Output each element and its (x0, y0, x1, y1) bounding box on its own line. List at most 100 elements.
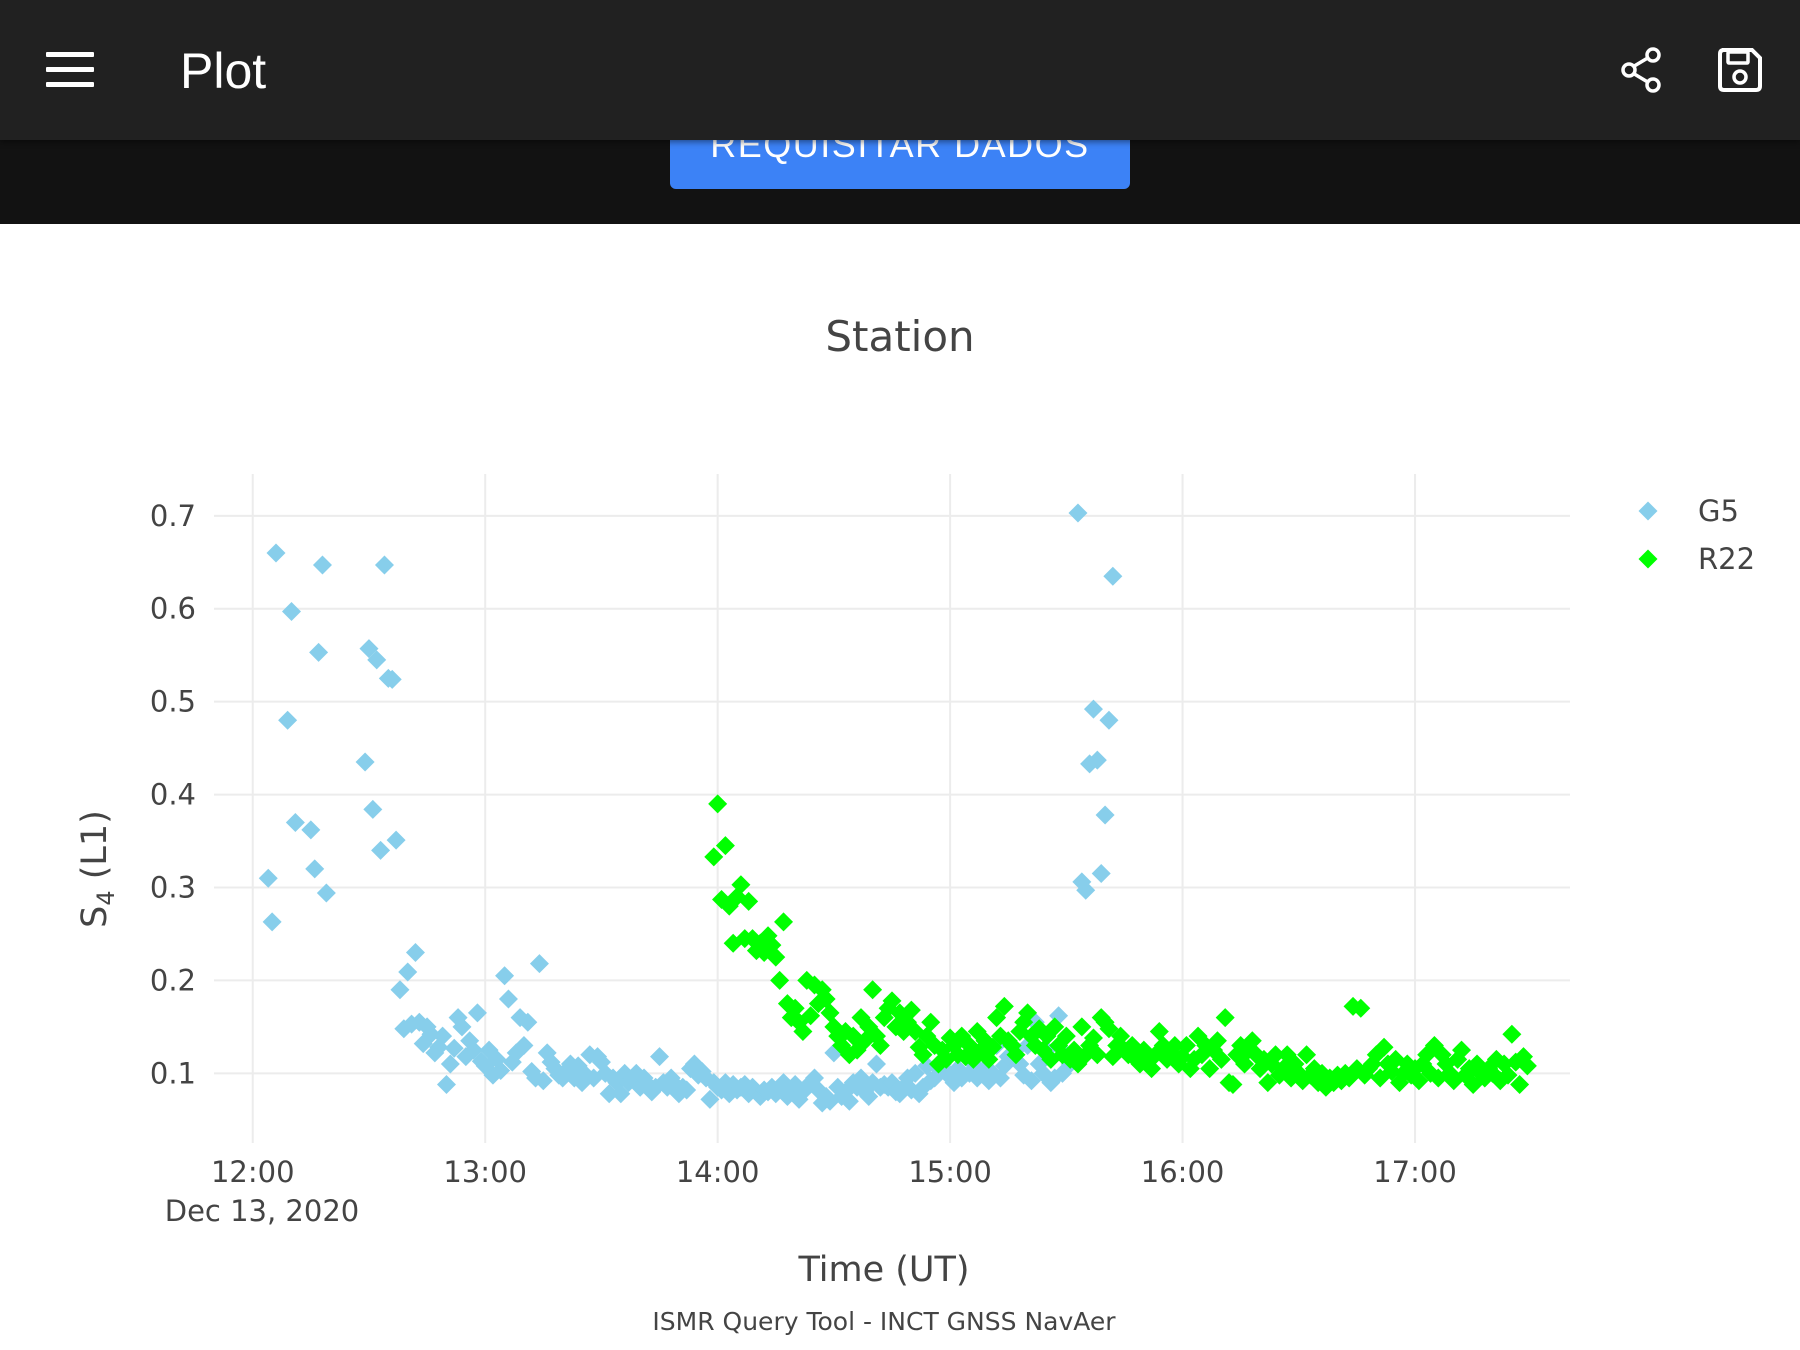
data-point (1351, 998, 1371, 1018)
data-point (1006, 1045, 1026, 1065)
floppy-disk-icon[interactable] (1716, 46, 1764, 94)
data-point (1095, 805, 1115, 825)
y-tick-label: 0.1 (150, 1056, 196, 1090)
data-point (305, 859, 325, 879)
data-point (859, 1087, 879, 1107)
data-point (390, 980, 410, 1000)
data-point (925, 1068, 945, 1088)
y-tick-label: 0.6 (150, 592, 196, 626)
data-point (1242, 1031, 1262, 1051)
data-point (770, 970, 790, 990)
data-point (529, 954, 549, 974)
data-point (444, 1038, 464, 1058)
data-point (928, 1054, 948, 1074)
data-point (1018, 1003, 1038, 1023)
data-point (1374, 1037, 1394, 1057)
data-point (1362, 1054, 1382, 1074)
data-point (785, 998, 805, 1018)
data-point (371, 840, 391, 860)
legend-label: R22 (1698, 542, 1755, 576)
data-point (708, 794, 728, 814)
data-point (460, 1031, 480, 1051)
data-point (863, 980, 883, 1000)
data-point (820, 1003, 840, 1023)
data-point (417, 1017, 437, 1037)
data-point (847, 1040, 867, 1060)
data-point (386, 830, 406, 850)
data-point (650, 1047, 670, 1067)
y-tick-label: 0.3 (150, 870, 196, 904)
x-tick-label: 13:00 (443, 1155, 527, 1189)
legend-marker (1638, 501, 1658, 521)
data-point (1099, 710, 1119, 730)
data-point (948, 1059, 968, 1079)
data-point (413, 1034, 433, 1054)
data-point (913, 1045, 933, 1065)
data-point (739, 891, 759, 911)
y-gridlines (214, 514, 1570, 1075)
data-point (258, 868, 278, 888)
data-point (514, 1035, 534, 1055)
app-bar: Plot (0, 0, 1800, 140)
data-point (901, 1000, 921, 1020)
data-point (1339, 1068, 1359, 1088)
legend-label: G5 (1698, 494, 1739, 528)
data-point (367, 650, 387, 670)
data-point (859, 1017, 879, 1037)
data-point (359, 639, 379, 659)
data-point (405, 943, 425, 963)
data-point (824, 1017, 844, 1037)
data-point (467, 1003, 487, 1023)
y-axis-title-rest: (L1) (75, 810, 115, 890)
data-point (498, 989, 518, 1009)
data-point (363, 799, 383, 819)
data-point (1200, 1059, 1220, 1079)
y-axis-title: S4 (L1) (75, 810, 120, 928)
data-point (1277, 1045, 1297, 1065)
data-point (1099, 1019, 1119, 1039)
data-point (921, 1012, 941, 1032)
data-point (1091, 864, 1111, 884)
legend-item-g5[interactable]: G5 (1638, 494, 1739, 528)
data-point (1068, 503, 1088, 523)
query-toolbar: REQUISITAR DADOS (0, 140, 1800, 224)
data-point (316, 883, 336, 903)
data-point (1211, 1049, 1231, 1069)
data-point (1304, 1059, 1324, 1079)
request-data-button[interactable]: REQUISITAR DADOS (670, 140, 1130, 189)
data-point (677, 1080, 697, 1100)
legend-item-r22[interactable]: R22 (1638, 542, 1756, 576)
y-axis-title-main: S (75, 906, 115, 928)
data-point (1510, 1074, 1530, 1094)
series-g5 (258, 503, 1123, 1113)
data-point (704, 847, 724, 867)
data-point (1475, 1068, 1495, 1088)
data-point (553, 1068, 573, 1088)
data-point (285, 812, 305, 832)
data-point (301, 820, 321, 840)
data-point (518, 1012, 538, 1032)
x-tick-label: 16:00 (1141, 1155, 1225, 1189)
request-data-label: REQUISITAR DADOS (710, 140, 1090, 165)
data-point (1409, 1071, 1429, 1091)
data-point (1246, 1045, 1266, 1065)
data-point (715, 1073, 735, 1093)
data-point (495, 966, 515, 986)
data-point (1037, 1026, 1057, 1046)
data-point (436, 1074, 456, 1094)
data-point (382, 669, 402, 689)
data-point (1083, 699, 1103, 719)
data-point (491, 1061, 511, 1081)
data-point (789, 1089, 809, 1109)
data-point (1428, 1068, 1448, 1088)
series-r22 (704, 794, 1537, 1097)
hamburger-menu-icon[interactable] (46, 52, 94, 88)
data-point (1502, 1024, 1522, 1044)
data-point (1149, 1022, 1169, 1041)
share-icon[interactable] (1620, 46, 1664, 94)
data-point (1370, 1068, 1390, 1088)
data-point (398, 962, 418, 982)
data-point (948, 1045, 968, 1065)
y-tick-label: 0.5 (150, 685, 196, 719)
data-point (700, 1089, 720, 1109)
